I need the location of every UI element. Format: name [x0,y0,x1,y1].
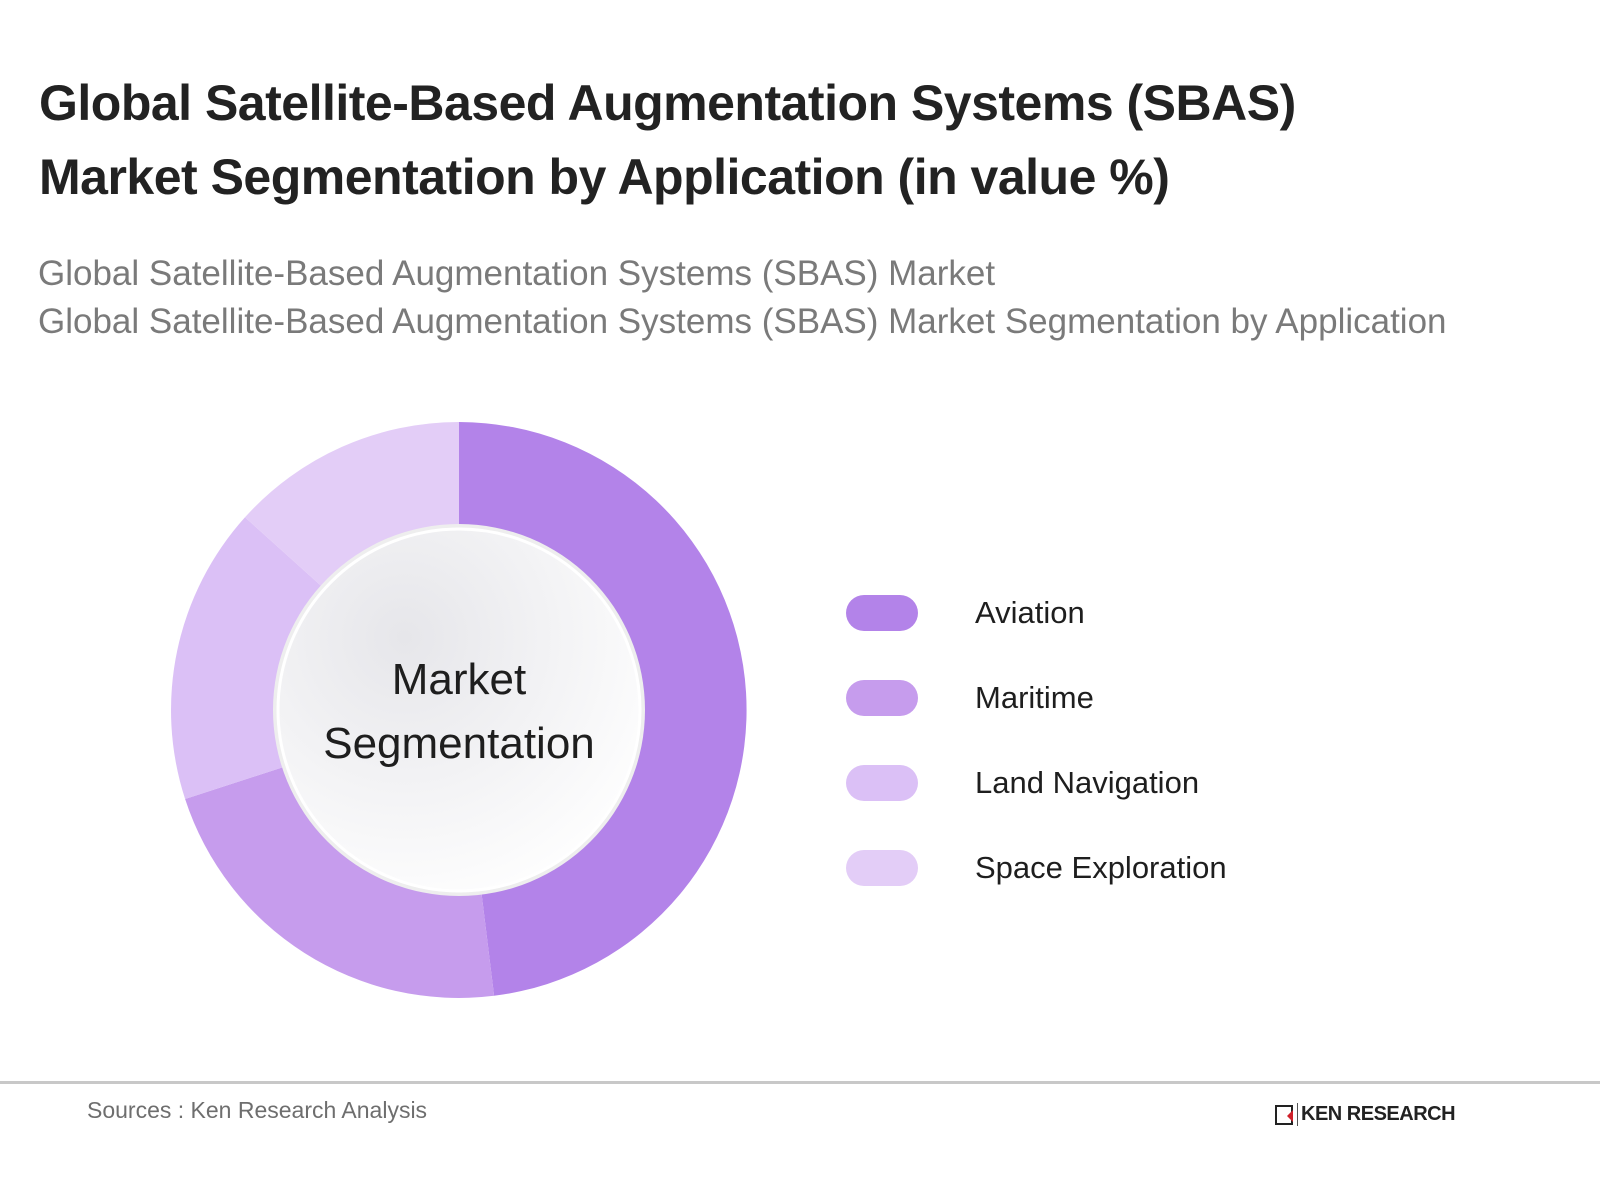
ken-research-logo: KEN RESEARCH [1275,1103,1456,1126]
chart-subtitle: Global Satellite-Based Augmentation Syst… [38,250,1578,346]
legend-swatch [846,594,918,631]
ken-research-logo-icon [1275,1104,1293,1125]
donut-center-disc [276,527,642,893]
source-note: Sources : Ken Research Analysis [87,1097,428,1123]
subtitle-line-1: Global Satellite-Based Augmentation Syst… [38,254,996,293]
legend-item-space-exploration[interactable]: Space Exploration [846,825,1227,910]
title-line-2: Market Segmentation by Application (in v… [39,149,1170,205]
legend-item-land-navigation[interactable]: Land Navigation [846,740,1227,825]
title-line-1: Global Satellite-Based Augmentation Syst… [39,75,1296,131]
legend-item-maritime[interactable]: Maritime [846,655,1227,740]
donut-center-label: Market Segmentation [300,648,618,776]
footer-divider [0,1081,1600,1084]
chart-title: Global Satellite-Based Augmentation Syst… [39,66,1539,214]
legend-label: Land Navigation [975,764,1200,800]
legend-swatch [846,849,918,886]
subtitle-line-2: Global Satellite-Based Augmentation Syst… [38,302,1447,341]
center-label-line-2: Segmentation [323,719,595,768]
legend-label: Maritime [975,679,1094,715]
legend-label: Aviation [975,594,1085,630]
legend: Aviation Maritime Land Navigation Space … [846,570,1227,910]
center-label-line-1: Market [391,655,527,704]
legend-swatch [846,679,918,716]
logo-text: KEN RESEARCH [1297,1103,1456,1126]
legend-swatch [846,764,918,801]
legend-label: Space Exploration [975,849,1227,885]
legend-item-aviation[interactable]: Aviation [846,570,1227,655]
